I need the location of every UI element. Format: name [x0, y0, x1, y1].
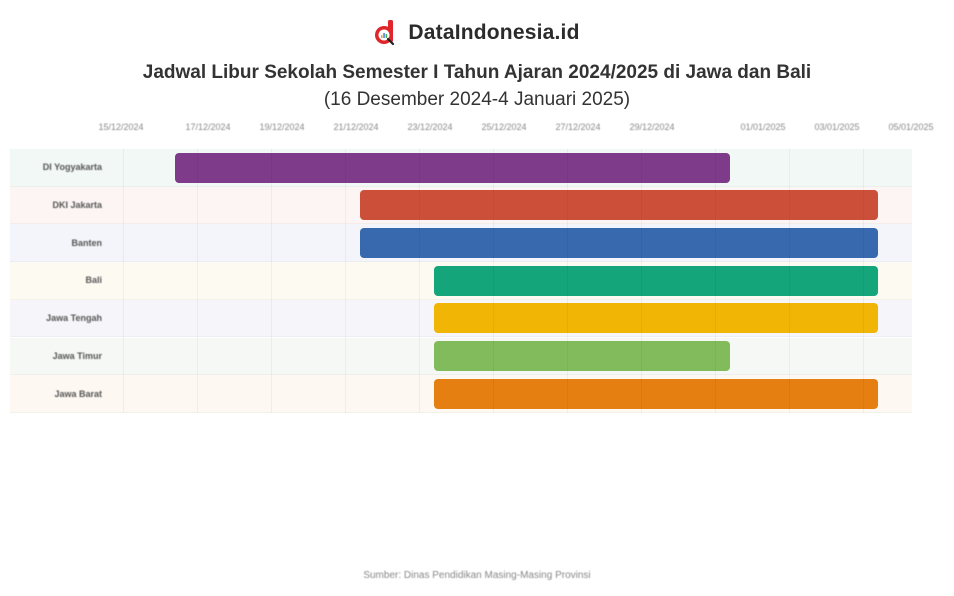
- x-tick: 01/01/2025: [740, 122, 786, 132]
- gantt-row: Jawa Timur: [10, 337, 912, 376]
- x-tick: 03/01/2025: [814, 122, 860, 132]
- brand-header: DataIndonesia.id: [0, 20, 954, 46]
- dataindonesia-logo-icon: [374, 20, 398, 46]
- x-axis: 15/12/2024 17/12/2024 19/12/2024 21/12/2…: [0, 122, 954, 138]
- gantt-bar[interactable]: [360, 227, 878, 258]
- x-tick: 19/12/2024: [259, 122, 305, 132]
- gantt-bar[interactable]: [434, 265, 878, 296]
- gantt-row: Banten: [10, 224, 912, 263]
- x-tick: 25/12/2024: [481, 122, 527, 132]
- gantt-bar[interactable]: [434, 303, 878, 334]
- row-label: Jawa Barat: [54, 388, 102, 399]
- row-label: Banten: [71, 237, 102, 248]
- chart-title: Jadwal Libur Sekolah Semester I Tahun Aj…: [142, 62, 812, 83]
- gridline: [123, 149, 124, 413]
- x-tick: 17/12/2024: [185, 122, 231, 132]
- row-label: DI Yogyakarta: [42, 162, 102, 173]
- gantt-bar[interactable]: [175, 152, 730, 183]
- gantt-bar[interactable]: [434, 378, 878, 409]
- gridline: [715, 149, 716, 413]
- x-tick: 27/12/2024: [555, 122, 601, 132]
- row-label: DKI Jakarta: [52, 200, 102, 211]
- gridline: [641, 149, 642, 413]
- gantt-plot-area: DI Yogyakarta DKI Jakarta Banten Bali Jawa T…: [10, 149, 912, 413]
- gantt-row: Jawa Barat: [10, 375, 912, 413]
- brand-name: DataIndonesia.id: [408, 21, 580, 44]
- gantt-row: DI Yogyakarta: [10, 149, 912, 187]
- gridline: [863, 149, 864, 413]
- gridline: [345, 149, 346, 413]
- gantt-row: DKI Jakarta: [10, 186, 912, 225]
- x-tick: 23/12/2024: [407, 122, 453, 132]
- chart-subtitle: (16 Desember 2024-4 Januari 2025): [323, 89, 631, 110]
- row-label: Jawa Tengah: [46, 313, 102, 324]
- x-tick: 29/12/2024: [629, 122, 675, 132]
- row-label: Bali: [85, 275, 102, 286]
- gridline: [419, 149, 420, 413]
- gridline: [789, 149, 790, 413]
- gantt-bar[interactable]: [434, 341, 730, 371]
- row-label: Jawa Timur: [52, 350, 102, 361]
- x-tick: 05/01/2025: [888, 122, 934, 132]
- gridline: [197, 149, 198, 413]
- gantt-bar[interactable]: [360, 190, 878, 221]
- gridline: [567, 149, 568, 413]
- x-tick: 15/12/2024: [98, 122, 144, 132]
- source-note: Sumber: Dinas Pendidikan Masing-Masing P…: [363, 570, 591, 581]
- gantt-row: Jawa Tengah: [10, 299, 912, 338]
- gantt-row: Bali: [10, 262, 912, 300]
- x-tick: 21/12/2024: [333, 122, 379, 132]
- gridline: [493, 149, 494, 413]
- gridline: [271, 149, 272, 413]
